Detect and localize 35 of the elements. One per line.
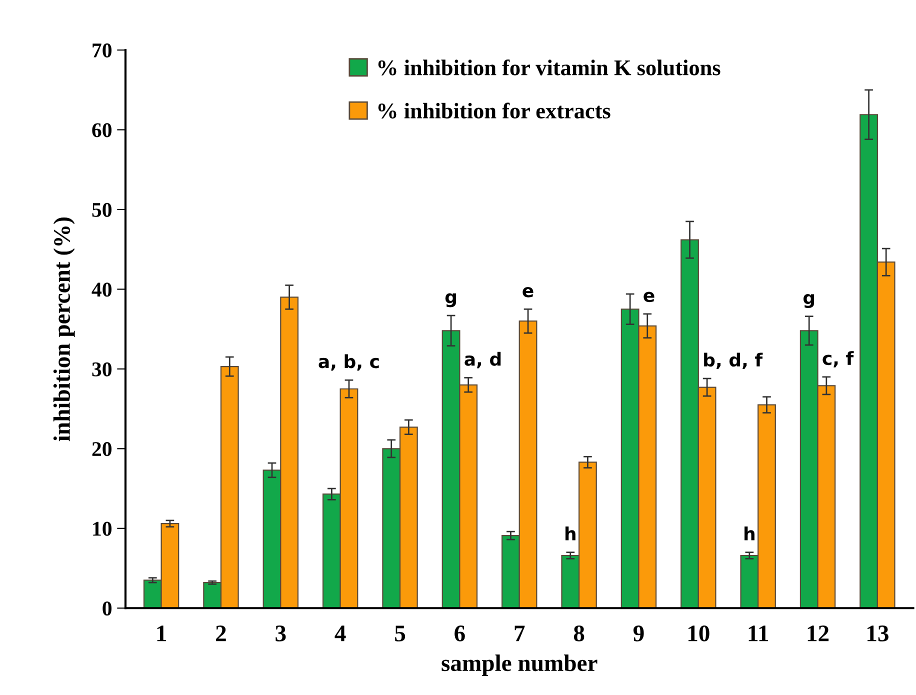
y-tick-label: 30 (92, 362, 112, 376)
y-tick-label: 0 (102, 602, 112, 616)
x-tick-label: 4 (334, 626, 346, 642)
y-tick-label: 10 (93, 522, 112, 536)
annotation: h (565, 526, 576, 540)
x-tick-label: 10 (688, 625, 710, 642)
y-tick-label: 70 (92, 43, 112, 58)
x-tick-label: 6 (454, 626, 465, 642)
x-tick-label: 8 (574, 625, 584, 642)
x-tick-label: 2 (216, 626, 226, 642)
x-tick-label: 3 (276, 626, 286, 642)
legend-label: % inhibition for extracts (378, 102, 610, 119)
x-axis-title: sample number (442, 654, 598, 676)
annotation: a, b, c (318, 354, 379, 371)
y-tick-label: 50 (92, 202, 112, 217)
annotation: g (803, 294, 814, 308)
annotation: e (644, 292, 654, 302)
x-tick-label: 9 (633, 626, 644, 642)
y-tick-label: 60 (92, 123, 112, 138)
legend-label: % inhibition for vitamin K solutions (378, 59, 720, 76)
y-axis-title: inhibition percent (%) (53, 218, 75, 442)
annotation: g (445, 293, 456, 308)
x-tick-label: 11 (748, 626, 768, 642)
x-tick-label: 5 (395, 626, 406, 642)
annotation: c, f (822, 351, 854, 368)
annotation: h (744, 526, 754, 540)
x-tick-label: 13 (868, 626, 888, 642)
annotation: e (522, 286, 534, 298)
x-tick-label: 1 (157, 626, 166, 642)
x-tick-label: 12 (808, 626, 829, 642)
x-tick-label: 7 (514, 626, 525, 642)
y-tick-label: 40 (92, 282, 112, 297)
annotation: a, d (464, 352, 501, 368)
annotation: b, d, f (704, 352, 763, 369)
y-tick-label: 20 (92, 442, 112, 456)
